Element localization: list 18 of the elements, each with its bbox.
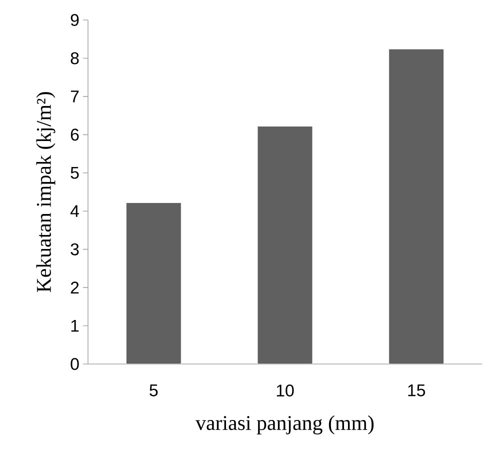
y-tick-label: 4 bbox=[70, 205, 79, 217]
y-tick-label: 9 bbox=[70, 14, 79, 26]
x-axis-title: variasi panjang (mm) bbox=[196, 415, 374, 434]
x-tick-label: 5 bbox=[150, 384, 158, 396]
x-tick-label: 15 bbox=[408, 384, 426, 396]
y-tick-label: 6 bbox=[70, 128, 79, 141]
y-tick-label: 8 bbox=[70, 52, 79, 64]
y-tick-label: 0 bbox=[70, 358, 79, 370]
bar bbox=[126, 202, 182, 364]
y-tick-label: 3 bbox=[70, 243, 79, 256]
x-tick-label: 10 bbox=[276, 384, 294, 397]
y-tick-label: 5 bbox=[70, 166, 79, 179]
bar bbox=[388, 48, 444, 364]
y-tick-label: 1 bbox=[71, 320, 79, 332]
y-tick-label: 2 bbox=[70, 282, 79, 294]
y-axis-title: Kekuatan impak (kj/m²) bbox=[36, 92, 56, 292]
bar bbox=[257, 126, 313, 364]
y-tick-label: 7 bbox=[70, 90, 79, 102]
